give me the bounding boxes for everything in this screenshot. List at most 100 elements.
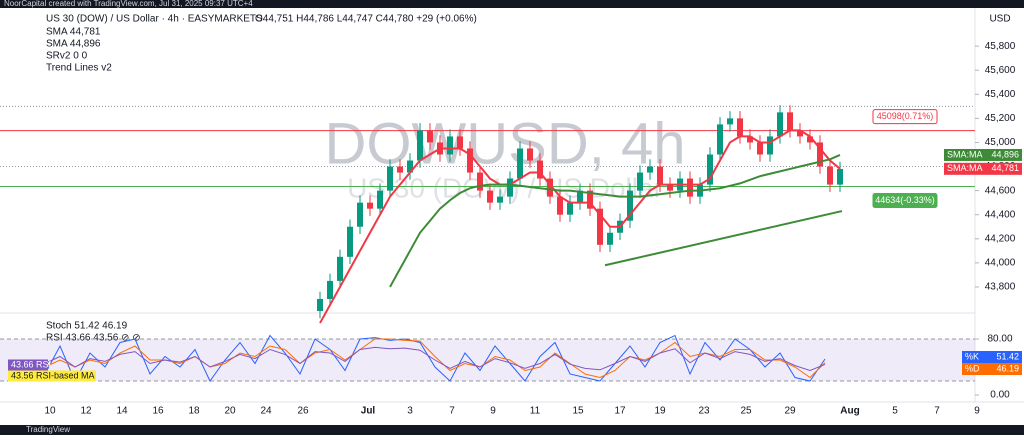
osc-left-tag: 43.56 RSI-based MA [11, 370, 95, 380]
y-tick-label: 0.00 [990, 390, 1010, 401]
x-tick-label: 9 [490, 406, 496, 417]
y-tick-label: 44,600 [985, 185, 1016, 196]
y-tick-label: 44,000 [985, 257, 1016, 268]
y-tick-label: 80.00 [987, 334, 1012, 345]
indicator: SMA 44,781 [46, 27, 101, 38]
candle-body [417, 130, 423, 161]
x-tick-label: 23 [698, 406, 710, 417]
y-tick-label: 45,800 [985, 41, 1016, 52]
indicator: SMA 44,896 [46, 39, 101, 50]
candle-body [487, 190, 493, 203]
osc-legend: RSI 43.66 43.56 ⊘ ⊘ [46, 333, 141, 344]
x-tick-label: 24 [260, 406, 272, 417]
x-tick-label: 15 [572, 406, 584, 417]
x-tick-label: 14 [116, 406, 128, 417]
level-tag-bg [872, 193, 938, 209]
bottom-bar [0, 425, 1024, 435]
y-tick-label: 45,200 [985, 113, 1016, 124]
candle-body [607, 232, 613, 245]
candle-body [337, 256, 343, 281]
candle-body [547, 178, 553, 197]
brand: TradingView [26, 425, 70, 434]
x-tick-label: 16 [152, 406, 164, 417]
x-tick-label: 20 [224, 406, 236, 417]
indicator: SRv2 0 0 [46, 51, 88, 62]
x-tick-label: 10 [44, 406, 56, 417]
x-tick-label: 17 [614, 406, 626, 417]
x-tick-label: 19 [654, 406, 666, 417]
candle-body [507, 178, 513, 197]
sma-tag-value: 44,781 [991, 163, 1019, 173]
candle-body [567, 202, 573, 215]
candle-body [357, 202, 363, 227]
trendline [604, 210, 843, 267]
candle-body [347, 226, 353, 257]
candle-body [327, 280, 333, 299]
candle-body [827, 166, 833, 185]
candle-body [587, 190, 593, 209]
level-tag: 45098(0.71%) [877, 111, 934, 121]
x-tick-label: 5 [892, 406, 898, 417]
ohlc: O44,751 H44,786 L44,747 C44,780 +29 (+0.… [255, 14, 477, 25]
candle-body [597, 208, 603, 245]
sma-tag-bg [944, 162, 1022, 175]
candle-body [397, 166, 403, 173]
x-tick-label: 7 [934, 406, 940, 417]
x-tick-label: 29 [784, 406, 796, 417]
level-tag: 44634(-0.33%) [875, 195, 935, 205]
candle-body [687, 178, 693, 197]
candle-body [537, 160, 543, 179]
candle-body [517, 148, 523, 179]
credit: NoorCapital created with TradingView.com… [4, 0, 253, 8]
sma-line [319, 129, 841, 324]
x-tick-label: 11 [530, 406, 541, 417]
candle-body [387, 166, 393, 191]
sma-tag-name: SMA:MA [947, 163, 983, 173]
osc-tag-name: %D [965, 363, 980, 373]
osc-tag-value: 51.42 [996, 351, 1019, 361]
osc-left-tag-bg [8, 359, 48, 371]
candle-body [457, 136, 463, 149]
candle-body [717, 124, 723, 155]
candle-body [647, 166, 653, 173]
candle-body [727, 118, 733, 125]
y-tick-label: 45,000 [985, 137, 1016, 148]
x-tick-label: 9 [974, 406, 980, 417]
candle-body [747, 136, 753, 143]
candle-body [367, 202, 373, 209]
y-tick-label: 45,600 [985, 65, 1016, 76]
osc-tag-name: %K [965, 351, 979, 361]
x-tick-label: 7 [449, 406, 455, 417]
currency: USD [989, 14, 1010, 25]
osc-tag-value: 46.19 [996, 363, 1019, 373]
watermark: DOWUSD, 4h [325, 111, 686, 176]
candle-body [637, 172, 643, 191]
osc-line [44, 338, 826, 379]
x-tick-label: 12 [80, 406, 92, 417]
x-tick-label: 3 [407, 406, 413, 417]
candle-body [767, 136, 773, 155]
candle-body [627, 190, 633, 221]
candle-body [657, 166, 663, 185]
x-tick-label: 26 [297, 406, 309, 417]
osc-line [44, 334, 826, 383]
candle-body [797, 130, 803, 137]
sma-line [389, 154, 841, 288]
symbol: US 30 (DOW) / US Dollar · 4h · EASYMARKE… [46, 14, 263, 25]
level-tag-bg [872, 109, 938, 125]
candle-body [477, 172, 483, 191]
osc-line [44, 346, 826, 372]
candle-body [787, 112, 793, 131]
candle-body [557, 196, 563, 215]
y-tick-label: 44,400 [985, 209, 1016, 220]
x-tick-label: 25 [740, 406, 752, 417]
sma-tag-value: 44,896 [991, 149, 1019, 159]
y-tick-label: 43,800 [985, 282, 1016, 293]
x-tick-label: 18 [188, 406, 200, 417]
osc-left-tag: 43.66 RSI [11, 359, 51, 369]
sma-tag-bg [944, 148, 1022, 161]
candle-body [807, 136, 813, 143]
candle-body [447, 136, 453, 155]
x-tick-label: Aug [840, 406, 859, 417]
